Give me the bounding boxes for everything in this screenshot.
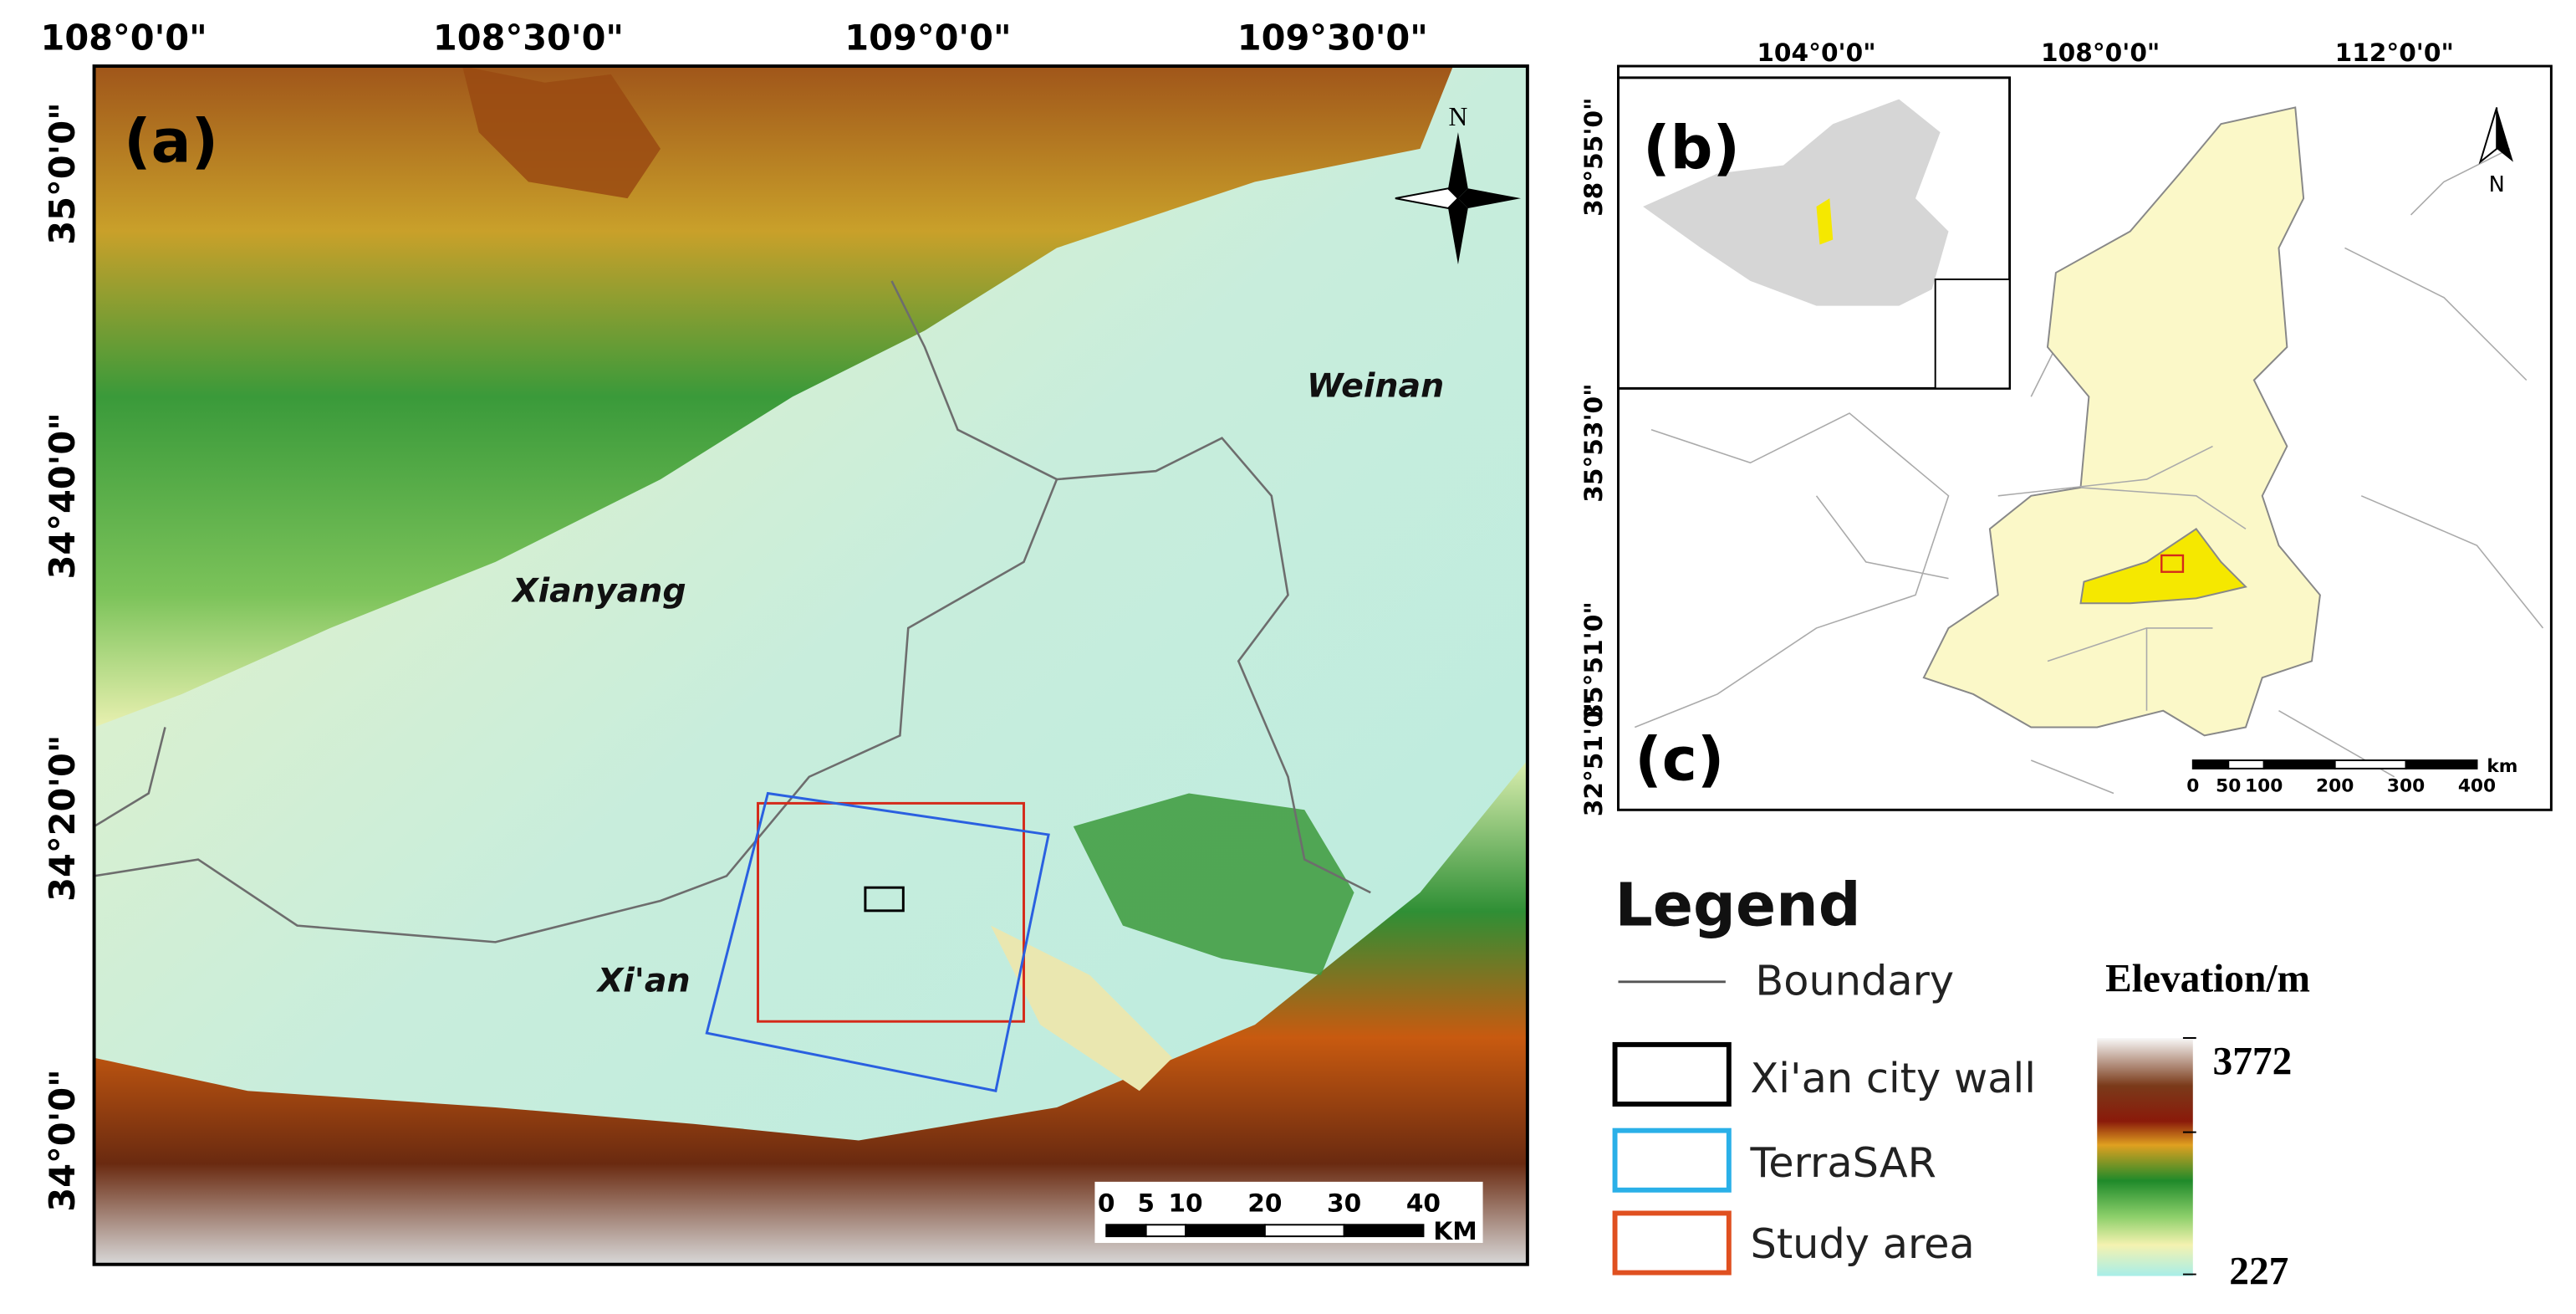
x-coord-label: 109°30'0" [1237,17,1428,58]
y-coord-label: 34°40'0" [42,412,83,579]
north-arrow-c: N [2478,107,2513,197]
y-coord-label: 34°20'0" [42,734,83,901]
scale-tick-label: 0 [2186,776,2199,797]
scale-segment [2262,759,2336,769]
scale-unit: km [2487,756,2517,777]
panel-a-map [94,66,1528,1265]
scale-tick-label: 300 [2387,776,2425,797]
scale-tick-label: 400 [2458,776,2496,797]
x-coord-label: 104°0'0" [1757,38,1875,67]
scale-unit: KM [1433,1216,1477,1245]
scale-segment [2191,759,2230,769]
y-coord-label: 35°0'0" [42,102,83,245]
city-borders [1997,445,2247,711]
x-coord-label: 109°0'0" [844,17,1011,58]
terrasar-box [705,791,1050,1092]
boundary [94,727,166,828]
y-coord-label: 38°55'0" [1579,98,1608,217]
legend-title: Legend [1615,871,1861,940]
scale-tick-label: 30 [1327,1188,1361,1217]
southern-mountains [94,760,1528,1265]
study-area-marker [2160,554,2185,573]
elevation-title: Elevation/m [2105,958,2310,1001]
north-label: N [1449,102,1468,131]
legend-item: TerraSAR [1750,1138,1936,1187]
scale-segment [2227,759,2265,769]
study-area-box [757,801,1025,1023]
northern-mountains [94,66,1453,728]
china-map [1643,99,1949,306]
x-coord-label: 112°0'0" [2335,38,2454,67]
panel-label: (b) [1643,114,1740,183]
boundary [94,437,1371,943]
shaanxi-highlight [1816,198,1834,245]
loess-ridge [991,925,1173,1092]
panel-a-frame [92,64,1529,1266]
scale-tick-label: 0 [1098,1188,1115,1217]
legend-item: Study area [1751,1219,1975,1268]
scale-tick-label: 200 [2316,776,2354,797]
place-name: Xi'an [596,962,691,1000]
scale-segment [1145,1224,1187,1238]
scale-segment [1343,1224,1425,1238]
boundary [890,280,1058,481]
x-coord-label: 108°0'0" [40,17,207,58]
hills [1073,793,1354,975]
scale-tick-label: 10 [1168,1188,1202,1217]
north-label: N [2489,172,2505,197]
legend-swatch [1612,1127,1732,1193]
scale-tick-label: 5 [1137,1188,1155,1217]
legend-item: Xi'an city wall [1751,1054,2036,1102]
legend-swatch [1612,1210,1732,1276]
scale-tick-label: 40 [1406,1188,1441,1217]
y-coord-label: 34°0'0" [42,1069,83,1212]
scale-segment [1105,1224,1147,1238]
x-coord-label: 108°30'0" [433,17,624,58]
legend-swatch [1612,1041,1732,1107]
place-name: Xianyang [511,571,686,610]
north-arrow: N [1395,102,1521,265]
city-wall-box [864,886,905,913]
south-sea-inset [1934,278,2011,390]
scale-segment [2334,759,2407,769]
elevation-min: 227 [2229,1250,2288,1293]
elevation-ramp [2097,1037,2193,1276]
peak [462,66,661,199]
place-name: Weinan [1307,366,1444,405]
scale-segment [1263,1224,1345,1238]
legend-item: Boundary [1755,957,1954,1005]
panel-label: (c) [1635,725,1724,795]
scale-tick-label: 20 [1247,1188,1282,1217]
y-coord-label: 35°53'0" [1579,383,1608,502]
scale-tick-label: 50 [2216,776,2241,797]
y-coord-label: 32°51'0" [1579,698,1608,816]
scale-tick-label: 100 [2245,776,2283,797]
panel-label: (a) [124,107,218,176]
scale-segment [2405,759,2478,769]
elevation-max: 3772 [2213,1040,2293,1083]
scale-segment [1185,1224,1266,1238]
y-coord-label: 35°51'0" [1579,601,1608,720]
x-coord-label: 108°0'0" [2041,38,2160,67]
xian-city [2079,528,2247,605]
